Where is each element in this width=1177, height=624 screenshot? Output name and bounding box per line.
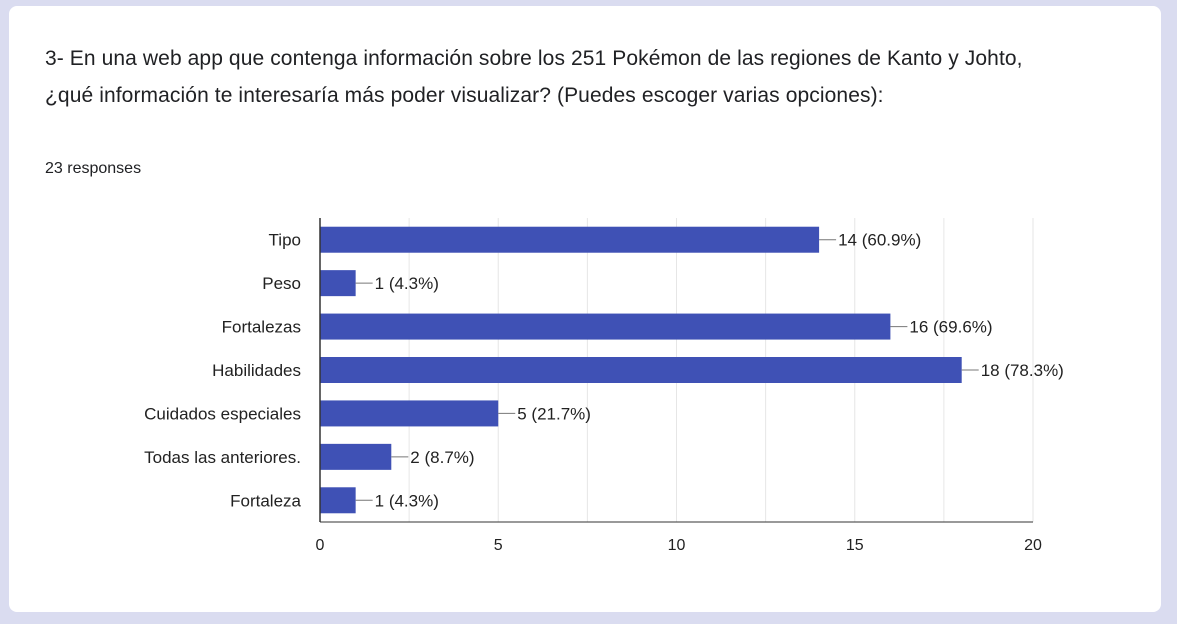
response-count: 23 responses — [45, 160, 142, 177]
data-label: 1 (4.3%) — [375, 491, 439, 510]
bar — [320, 270, 356, 297]
data-label: 1 (4.3%) — [375, 274, 439, 293]
category-label: Todas las anteriores. — [144, 448, 301, 467]
category-label: Fortaleza — [230, 491, 301, 510]
data-label: 18 (78.3%) — [981, 361, 1064, 380]
chart-card: 3- En una web app que contenga informaci… — [9, 6, 1161, 612]
x-tick-label: 10 — [668, 537, 686, 554]
bar — [320, 400, 499, 427]
bar — [320, 487, 356, 514]
x-tick-label: 20 — [1024, 537, 1042, 554]
x-tick-label: 5 — [494, 537, 503, 554]
category-label: Habilidades — [212, 361, 301, 380]
category-label: Tipo — [269, 231, 301, 250]
bar — [320, 313, 891, 340]
data-label: 14 (60.9%) — [838, 231, 921, 250]
category-label: Fortalezas — [222, 318, 301, 337]
category-label: Peso — [262, 274, 301, 293]
data-label: 16 (69.6%) — [909, 318, 992, 337]
data-label: 5 (21.7%) — [517, 404, 591, 423]
bar — [320, 443, 392, 470]
bar — [320, 226, 820, 253]
x-tick-label: 15 — [846, 537, 864, 554]
x-tick-label: 0 — [316, 537, 325, 554]
bar — [320, 357, 962, 383]
category-label: Cuidados especiales — [144, 404, 301, 423]
question-title: 3- En una web app que contenga informaci… — [45, 47, 1023, 107]
data-label: 2 (8.7%) — [410, 448, 474, 467]
